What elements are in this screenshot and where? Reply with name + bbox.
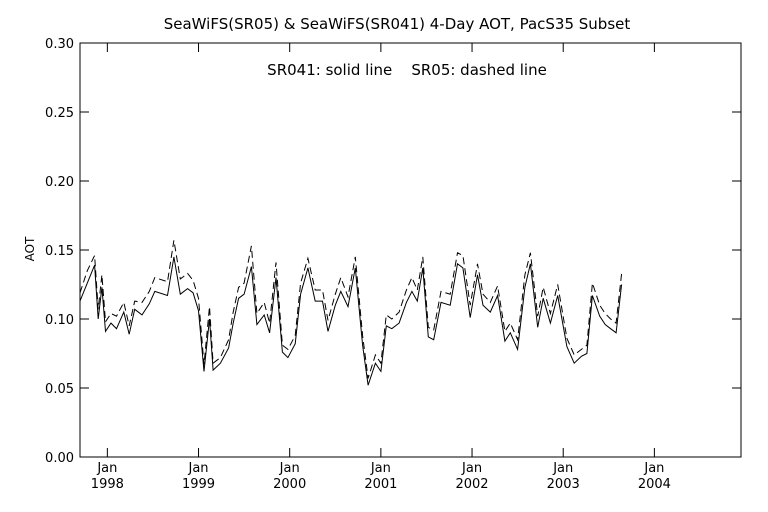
x-tick-year-label: 2004: [638, 477, 671, 492]
x-tick-month-label: Jan: [643, 461, 664, 476]
x-tick-year-label: 2000: [273, 477, 306, 492]
series-line-sr05: [79, 240, 623, 379]
y-tick-label: 0.25: [45, 106, 74, 121]
x-axis: Jan1998Jan1999Jan2000Jan2001Jan2002Jan20…: [91, 43, 671, 492]
x-tick-year-label: 2003: [547, 477, 580, 492]
x-tick-month-label: Jan: [552, 461, 573, 476]
y-tick-label: 0.05: [45, 382, 74, 397]
x-tick-year-label: 1999: [182, 477, 215, 492]
y-tick-label: 0.15: [45, 244, 74, 259]
series-annotation: SR041: solid line SR05: dashed line: [267, 61, 547, 79]
y-tick-label: 0.00: [45, 451, 74, 466]
x-tick-year-label: 1998: [91, 477, 124, 492]
x-tick-year-label: 2001: [364, 477, 397, 492]
y-tick-label: 0.30: [45, 37, 74, 52]
y-axis-label: AOT: [23, 236, 37, 261]
series-line-sr041: [79, 256, 623, 386]
plot-frame: [79, 42, 742, 458]
series-lines: [79, 240, 623, 386]
y-tick-label: 0.10: [45, 313, 74, 328]
y-tick-label: 0.20: [45, 175, 74, 190]
x-tick-month-label: Jan: [370, 461, 391, 476]
x-tick-month-label: Jan: [461, 461, 482, 476]
x-tick-month-label: Jan: [279, 461, 300, 476]
x-tick-year-label: 2002: [455, 477, 488, 492]
y-axis: 0.00 0.05 0.10 0.15 0.20 0.25 0.30: [45, 37, 741, 466]
x-tick-month-label: Jan: [188, 461, 209, 476]
x-tick-month-label: Jan: [96, 461, 117, 476]
chart-title: SeaWiFS(SR05) & SeaWiFS(SR041) 4-Day AOT…: [164, 15, 631, 33]
